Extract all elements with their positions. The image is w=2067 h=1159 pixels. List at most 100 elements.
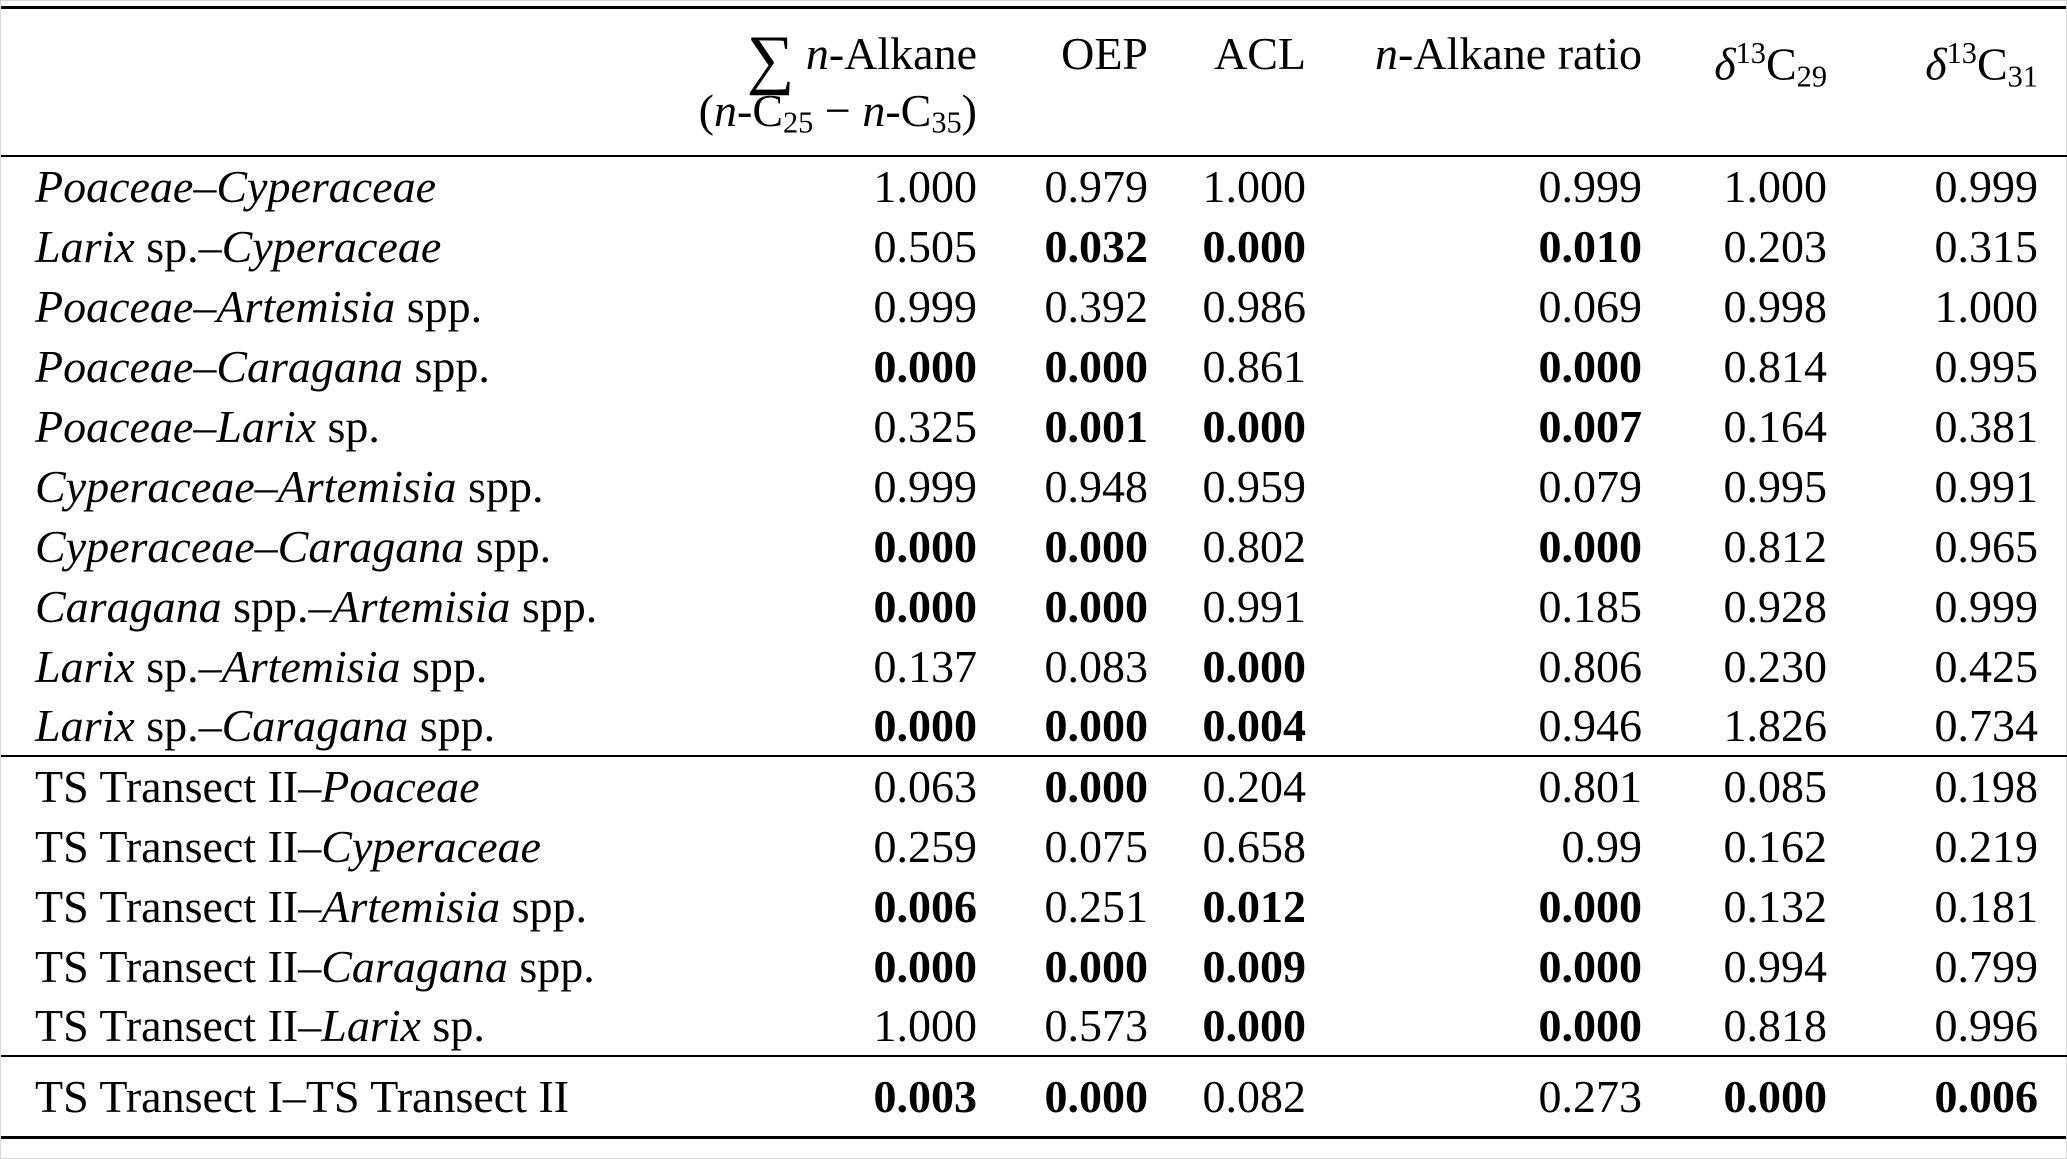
p-value-cell: 0.185: [1538, 580, 1643, 632]
p-value-cell: 0.063: [471, 755, 977, 816]
row-label: TS Transect I–TS Transect II: [1, 1055, 569, 1136]
p-value-cell: 0.000: [873, 580, 978, 632]
table-row: TS Transect II–Larix sp. 1.000 0.573 0.000 0…: [1, 996, 2067, 1056]
p-value-cell: 0.000: [1202, 400, 1307, 452]
row-label: TS Transect II–Poaceae: [1, 755, 480, 816]
p-value-cell: 1.000: [873, 161, 978, 212]
p-value-cell: 0.162: [1723, 820, 1828, 872]
p-value-cell: 0.132: [1723, 880, 1828, 932]
table-row: Larix sp.–Cyperaceae 0.505 0.032 0.000 0.010…: [1, 216, 2067, 276]
p-value-cell: 0.000: [1044, 580, 1149, 632]
p-value-cell: 0.999: [1934, 161, 2039, 212]
row-label: TS Transect II–Cyperaceae: [35, 820, 541, 872]
p-value-cell: 0.861: [1202, 340, 1307, 392]
p-value-cell: 0.325: [873, 400, 978, 452]
p-value-cell: 0.003: [471, 1055, 977, 1136]
table-body: Poaceae–Cyperaceae 1.000 0.979 1.000 0.999 1.…: [1, 156, 2067, 1136]
p-value-cell: 0.573: [1044, 1000, 1149, 1051]
table-row: TS Transect II–Cyperaceae 0.259 0.075 0.658…: [1, 816, 2067, 876]
p-value-cell: 0.000: [1044, 340, 1149, 392]
row-label: Larix sp.–Caragana spp.: [35, 700, 496, 751]
row-label: Poaceae–Cyperaceae: [35, 161, 437, 212]
p-value-cell: 0.006: [1827, 1055, 2067, 1136]
table-row: Larix sp.–Artemisia spp. 0.137 0.083 0.000 0…: [1, 636, 2067, 696]
row-label: Larix sp.–Cyperaceae: [35, 220, 442, 272]
row-label: Cyperaceae–Caragana spp.: [35, 520, 552, 572]
p-value-cell: 0.999: [873, 460, 978, 512]
p-value-cell: 0.381: [1934, 400, 2039, 452]
p-value-cell: 0.000: [873, 340, 978, 392]
row-label: Caragana spp.–Artemisia spp.: [35, 580, 598, 632]
p-value-cell: 0.204: [1148, 755, 1306, 816]
table-row: Cyperaceae–Caragana spp. 0.000 0.000 0.802 0…: [1, 516, 2067, 576]
header-acl: ACL: [1214, 28, 1306, 79]
p-value-cell: 1.000: [1202, 161, 1307, 212]
p-value-cell: 1.000: [1934, 280, 2039, 332]
p-value-cell: 0.085: [1642, 755, 1827, 816]
table-header: ∑ n-Alkane (n-C25 − n-C35) OEP ACL n-Alk…: [1, 9, 2067, 156]
p-value-cell: 0.137: [873, 640, 978, 692]
p-value-cell: 0.948: [1044, 460, 1149, 512]
row-label: Cyperaceae–Artemisia spp.: [35, 460, 544, 512]
p-value-cell: 0.995: [1723, 460, 1828, 512]
row-label: Larix sp.–Artemisia spp.: [35, 640, 488, 692]
row-label: TS Transect II–Caragana spp.: [35, 940, 595, 992]
p-value-cell: 0.000: [873, 700, 978, 751]
p-value-cell: 0.425: [1934, 640, 2039, 692]
p-value-cell: 0.818: [1723, 1000, 1828, 1051]
p-value-cell: 0.000: [1044, 520, 1149, 572]
row-label: TS Transect II–Larix sp.: [35, 1000, 485, 1051]
header-delta13c31: δ13C31: [1925, 36, 2038, 94]
p-value-cell: 0.000: [1538, 940, 1643, 992]
p-value-cell: 0.99: [1561, 820, 1643, 872]
table-row: TS Transect I–TS Transect II 0.003 0.000 0.…: [1, 1055, 2067, 1136]
table-row: Poaceae–Cyperaceae 1.000 0.979 1.000 0.999 1.…: [1, 156, 2067, 216]
p-value-cell: 0.000: [1202, 220, 1307, 272]
p-value-cell: 0.734: [1934, 700, 2039, 751]
p-value-cell: 0.999: [1538, 161, 1643, 212]
p-value-cell: 0.658: [1202, 820, 1307, 872]
table-row: Poaceae–Artemisia spp. 0.999 0.392 0.986 0.0…: [1, 276, 2067, 336]
p-value-cell: 0.994: [1723, 940, 1828, 992]
p-value-cell: 0.000: [977, 755, 1148, 816]
p-value-cell: 0.000: [1202, 640, 1307, 692]
p-value-cell: 0.959: [1202, 460, 1307, 512]
p-value-cell: 0.004: [1202, 700, 1307, 751]
table-row: Poaceae–Larix sp. 0.325 0.001 0.000 0.007 0.1…: [1, 396, 2067, 456]
header-delta13c29: δ13C29: [1714, 36, 1827, 94]
p-value-cell: 0.219: [1934, 820, 2039, 872]
p-value-cell: 0.000: [1538, 880, 1643, 932]
p-value-cell: 0.000: [1044, 940, 1149, 992]
p-value-cell: 0.946: [1538, 700, 1643, 751]
p-value-cell: 0.083: [1044, 640, 1149, 692]
p-value-cell: 0.991: [1934, 460, 2039, 512]
table-row: TS Transect II–Artemisia spp. 0.006 0.251 0…: [1, 876, 2067, 936]
p-value-cell: 0.007: [1538, 400, 1643, 452]
p-value-cell: 0.230: [1723, 640, 1828, 692]
p-value-cell: 0.799: [1934, 940, 2039, 992]
p-value-cell: 0.000: [1538, 340, 1643, 392]
p-value-cell: 0.032: [1044, 220, 1149, 272]
p-value-cell: 0.082: [1148, 1055, 1306, 1136]
p-value-cell: 0.069: [1538, 280, 1643, 332]
header-n-alkane-ratio: n-Alkane ratio: [1375, 28, 1642, 79]
p-value-cell: 0.012: [1202, 880, 1307, 932]
row-label: Poaceae–Larix sp.: [35, 400, 380, 452]
table-row: Cyperaceae–Artemisia spp. 0.999 0.948 0.959…: [1, 456, 2067, 516]
p-value-cell: 0.928: [1723, 580, 1828, 632]
p-value-cell: 0.000: [873, 940, 978, 992]
p-value-cell: 0.006: [873, 880, 978, 932]
p-value-cell: 0.965: [1934, 520, 2039, 572]
p-value-cell: 0.010: [1538, 220, 1643, 272]
p-value-cell: 0.181: [1934, 880, 2039, 932]
p-value-cell: 1.000: [873, 1000, 978, 1051]
header-sum-n-alkane: ∑ n-Alkane (n-C25 − n-C35): [471, 9, 977, 156]
p-value-cell: 0.999: [873, 280, 978, 332]
p-value-cell: 0.392: [1044, 280, 1149, 332]
header-sum-n-alkane-line1: ∑ n-Alkane: [746, 23, 977, 96]
p-value-cell: 0.998: [1723, 280, 1828, 332]
p-value-cell: 0.000: [1642, 1055, 1827, 1136]
table-row: Caragana spp.–Artemisia spp. 0.000 0.000 0.…: [1, 576, 2067, 636]
p-value-cell: 0.000: [977, 1055, 1148, 1136]
